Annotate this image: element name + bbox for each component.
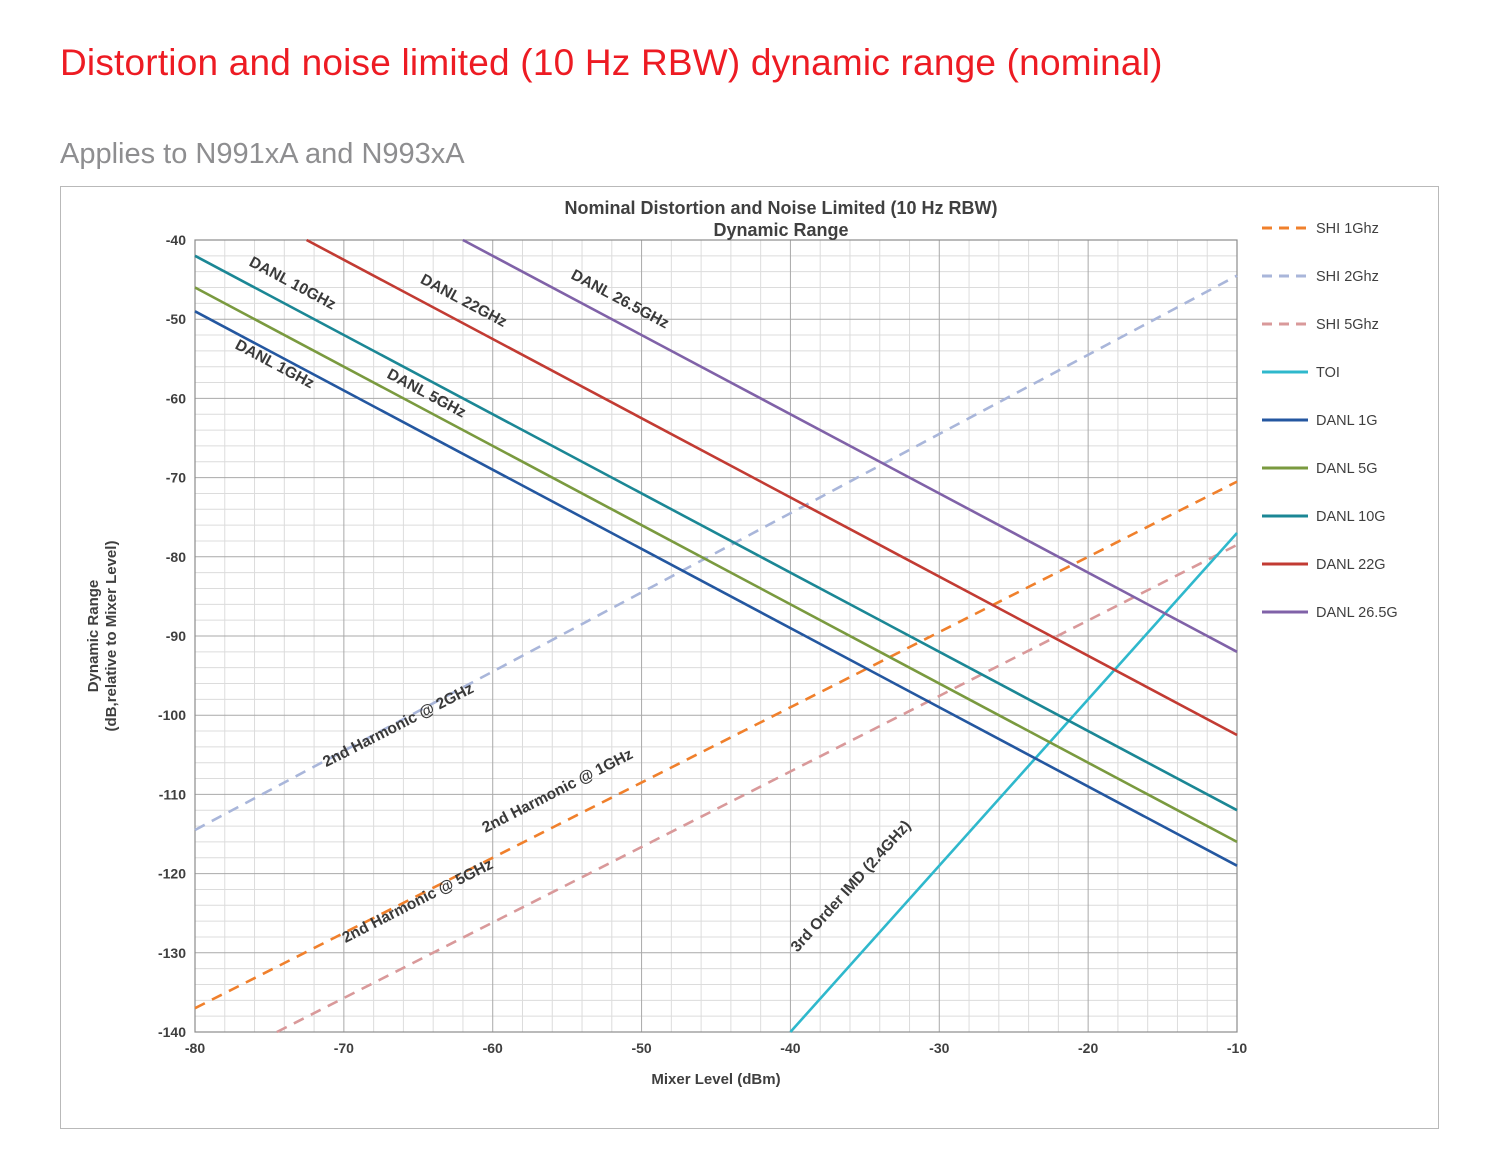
x-tick-label: -10 <box>1227 1040 1247 1056</box>
series-danl-10g <box>194 254 1238 812</box>
series-shi-1ghz <box>194 480 1238 1010</box>
y-tick-label: -130 <box>158 945 186 961</box>
x-axis-title: Mixer Level (dBm) <box>651 1071 780 1088</box>
series-shi-5ghz <box>276 543 1238 1034</box>
chart-title-line2: Dynamic Range <box>713 220 848 240</box>
series-danl-22g <box>305 238 1238 737</box>
x-tick-label: -70 <box>334 1040 354 1056</box>
legend-label-danl-22g: DANL 22G <box>1316 557 1386 573</box>
line-label-3rd-order-imd-2.4ghz-: 3rd Order IMD (2.4GHz) <box>788 817 915 955</box>
x-tick-label: -50 <box>631 1040 651 1056</box>
plot-border <box>194 239 1238 1033</box>
series-shi-2ghz <box>194 274 1238 832</box>
line-label-danl-10ghz: DANL 10GHz <box>246 254 338 314</box>
page-title: Distortion and noise limited (10 Hz RBW)… <box>60 42 1163 83</box>
y-tick-label: -140 <box>158 1024 186 1040</box>
y-tick-label: -70 <box>166 470 186 486</box>
y-axis-title-line1: Dynamic Range <box>85 580 102 693</box>
series-danl-1g <box>194 310 1238 867</box>
y-axis-title-line2: (dB,relative to Mixer Level) <box>103 541 120 732</box>
series-danl-5g <box>194 286 1238 844</box>
y-tick-label: -90 <box>166 628 186 644</box>
series-toi <box>789 532 1238 1033</box>
legend-label-shi-5ghz: SHI 5Ghz <box>1316 317 1379 333</box>
legend-label-shi-1ghz: SHI 1Ghz <box>1316 221 1379 237</box>
y-tick-label: -100 <box>158 707 186 723</box>
y-tick-label: -120 <box>158 866 186 882</box>
x-tick-label: -30 <box>929 1040 949 1056</box>
x-tick-label: -60 <box>483 1040 503 1056</box>
x-tick-label: -40 <box>780 1040 800 1056</box>
legend-label-toi: TOI <box>1316 365 1340 381</box>
x-tick-label: -80 <box>185 1040 205 1056</box>
legend-label-danl-26.5g: DANL 26.5G <box>1316 605 1398 621</box>
applies-to-subtitle: Applies to N991xA and N993xA <box>60 138 465 170</box>
x-tick-label: -20 <box>1078 1040 1098 1056</box>
y-tick-label: -50 <box>166 311 186 327</box>
series-danl-26.5g <box>462 238 1238 653</box>
legend-label-shi-2ghz: SHI 2Ghz <box>1316 269 1379 285</box>
chart-frame: DANL 10GHz DANL 1GHz DANL 22GHz DANL 5GHz DA… <box>60 186 1439 1129</box>
y-tick-label: -80 <box>166 549 186 565</box>
legend-label-danl-10g: DANL 10G <box>1316 509 1386 525</box>
legend-label-danl-1g: DANL 1G <box>1316 413 1378 429</box>
chart-title-line1: Nominal Distortion and Noise Limited (10… <box>564 198 997 218</box>
y-tick-label: -60 <box>166 390 186 406</box>
legend-label-danl-5g: DANL 5G <box>1316 461 1378 477</box>
y-tick-label: -40 <box>166 232 186 248</box>
y-tick-label: -110 <box>159 786 186 802</box>
line-label-2nd-harmonic-1ghz: 2nd Harmonic @ 1GHz <box>480 746 636 837</box>
line-label-danl-22ghz: DANL 22GHz <box>417 271 509 331</box>
